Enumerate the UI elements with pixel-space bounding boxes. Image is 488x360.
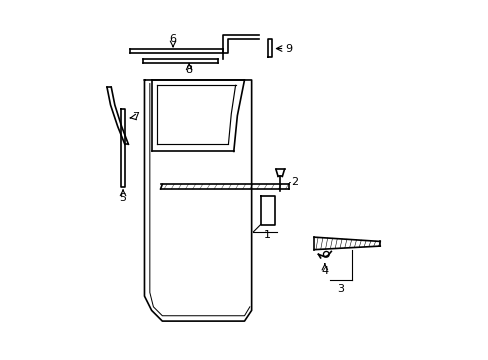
- Text: 6: 6: [169, 34, 176, 44]
- Text: 4: 4: [321, 266, 328, 276]
- Text: 9: 9: [285, 44, 292, 54]
- Text: 7: 7: [132, 112, 139, 122]
- Text: 2: 2: [290, 177, 298, 187]
- Text: 1: 1: [264, 230, 271, 240]
- Text: 3: 3: [337, 284, 344, 294]
- Text: 5: 5: [119, 193, 126, 203]
- Text: 8: 8: [185, 65, 192, 75]
